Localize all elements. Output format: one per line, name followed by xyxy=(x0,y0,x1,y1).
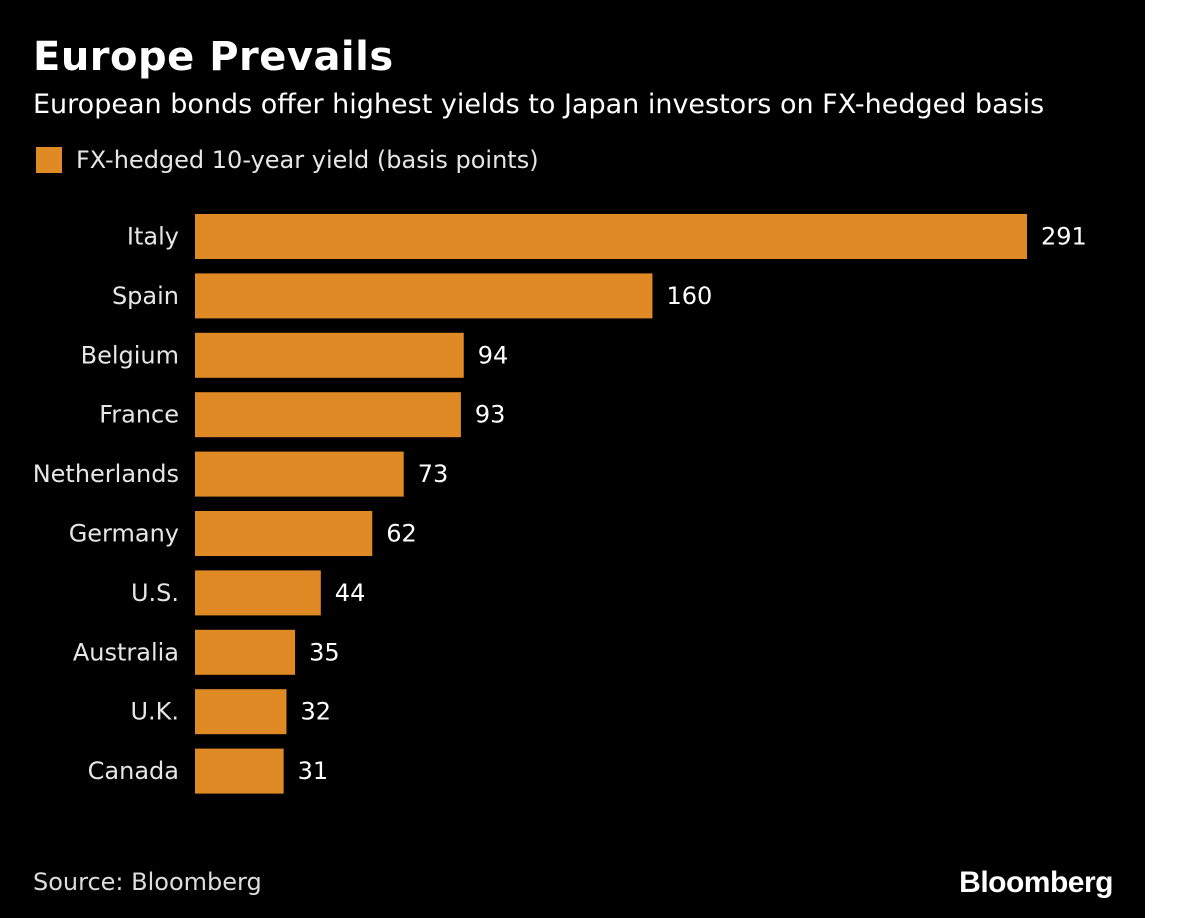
value-label: 35 xyxy=(309,638,340,666)
bar xyxy=(195,511,373,556)
value-label: 32 xyxy=(300,698,331,726)
category-label: Italy xyxy=(127,223,179,251)
value-label: 291 xyxy=(1041,223,1087,251)
value-label: 94 xyxy=(478,341,509,369)
category-label: Canada xyxy=(88,757,179,785)
category-label: Spain xyxy=(112,282,179,310)
chart-panel: Europe Prevails European bonds offer hig… xyxy=(0,0,1145,918)
bar xyxy=(195,629,296,675)
chart-subtitle: European bonds offer highest yields to J… xyxy=(33,89,1045,120)
value-label: 31 xyxy=(298,757,329,785)
bar xyxy=(195,748,284,794)
legend-swatch xyxy=(36,147,62,173)
category-label: U.K. xyxy=(130,698,179,726)
category-label: Australia xyxy=(73,638,179,666)
category-label: U.S. xyxy=(131,579,179,607)
category-label: Netherlands xyxy=(33,460,179,488)
value-label: 93 xyxy=(475,401,506,429)
category-label: Germany xyxy=(69,520,179,548)
legend: FX-hedged 10-year yield (basis points) xyxy=(36,146,539,174)
bar xyxy=(195,392,461,438)
bloomberg-logo: Bloomberg xyxy=(959,866,1113,899)
value-label: 73 xyxy=(418,460,449,488)
value-label: 62 xyxy=(386,520,417,548)
bar xyxy=(195,689,287,735)
value-label: 160 xyxy=(666,282,712,310)
value-label: 44 xyxy=(335,579,366,607)
chart-title: Europe Prevails xyxy=(33,34,394,80)
bar xyxy=(195,214,1027,259)
source-note: Source: Bloomberg xyxy=(33,868,262,896)
bar xyxy=(195,273,653,319)
bar-chart: Italy 291 Spain 160 Belgium 94 France 93 Netherl… xyxy=(33,214,1087,794)
category-label: France xyxy=(99,401,179,429)
bar xyxy=(195,332,464,378)
bar xyxy=(195,451,404,497)
category-label: Belgium xyxy=(81,341,179,369)
legend-label: FX-hedged 10-year yield (basis points) xyxy=(76,146,539,174)
bar xyxy=(195,570,321,616)
